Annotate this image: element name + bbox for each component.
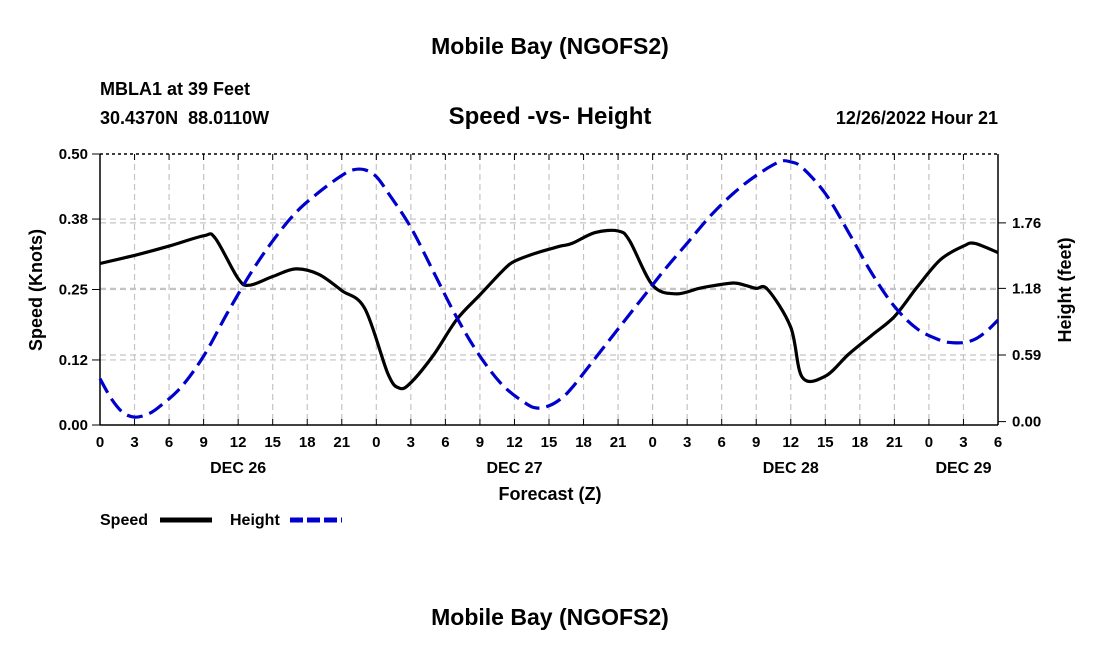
chart-grid xyxy=(100,154,998,425)
y-left-tick-label: 0.50 xyxy=(59,146,88,163)
station-label: MBLA1 at 39 Feet xyxy=(100,79,250,99)
y-left-tick-label: 0.38 xyxy=(59,211,88,228)
y-right-tick-label: 0.59 xyxy=(1012,347,1041,364)
timestamp-label: 12/26/2022 Hour 21 xyxy=(836,108,998,128)
x-tick-label: 6 xyxy=(718,434,726,451)
x-tick-label: 15 xyxy=(817,434,834,451)
x-tick-label: 12 xyxy=(506,434,523,451)
date-label: DEC 29 xyxy=(935,460,991,477)
x-tick-label: 0 xyxy=(96,434,104,451)
footer-title: Mobile Bay (NGOFS2) xyxy=(431,604,669,630)
x-tick-label: 18 xyxy=(575,434,592,451)
legend-label-speed: Speed xyxy=(100,512,148,529)
x-tick-label: 21 xyxy=(886,434,903,451)
y-axis-left-label: Speed (Knots) xyxy=(26,229,46,351)
y-left-tick-label: 0.25 xyxy=(59,282,88,299)
date-label: DEC 28 xyxy=(763,460,819,477)
x-tick-label: 3 xyxy=(683,434,691,451)
y-axis-right-label: Height (feet) xyxy=(1055,238,1075,343)
x-tick-label: 3 xyxy=(959,434,967,451)
x-tick-label: 0 xyxy=(925,434,933,451)
x-tick-label: 18 xyxy=(299,434,316,451)
series-line-speed xyxy=(99,228,999,391)
chart-series xyxy=(98,159,1000,419)
y-right-tick-label: 1.18 xyxy=(1012,280,1041,297)
y-left-tick-label: 0.00 xyxy=(59,417,88,434)
date-label: DEC 27 xyxy=(486,460,542,477)
x-tick-label: 0 xyxy=(648,434,656,451)
chart-axes: 0 3 6 9 12 15 18 21 0 3 6 9 12 15 18 21 0 3 6 9 12 15 18 21 0 3 6D… xyxy=(59,146,1041,477)
coords-label: 30.4370N 88.0110W xyxy=(100,108,269,128)
x-tick-label: 9 xyxy=(476,434,484,451)
y-left-tick-label: 0.12 xyxy=(59,352,88,369)
x-tick-label: 12 xyxy=(230,434,247,451)
x-tick-label: 15 xyxy=(541,434,558,451)
x-tick-label: 6 xyxy=(441,434,449,451)
x-tick-label: 12 xyxy=(782,434,799,451)
legend-label-height: Height xyxy=(230,512,280,529)
y-right-tick-label: 1.76 xyxy=(1012,215,1041,232)
x-tick-label: 6 xyxy=(165,434,173,451)
x-tick-label: 3 xyxy=(407,434,415,451)
x-tick-label: 15 xyxy=(264,434,281,451)
x-tick-label: 18 xyxy=(852,434,869,451)
x-tick-label: 9 xyxy=(199,434,207,451)
chart-title: Mobile Bay (NGOFS2) xyxy=(431,33,669,59)
date-label: DEC 26 xyxy=(210,460,266,477)
x-tick-label: 3 xyxy=(130,434,138,451)
x-tick-label: 21 xyxy=(610,434,627,451)
x-tick-label: 0 xyxy=(372,434,380,451)
y-right-tick-label: 0.00 xyxy=(1012,414,1041,431)
x-tick-label: 9 xyxy=(752,434,760,451)
x-axis-label: Forecast (Z) xyxy=(498,484,601,504)
chart-subtitle: Speed -vs- Height xyxy=(449,103,652,130)
series-line-height xyxy=(98,159,1000,419)
x-tick-label: 21 xyxy=(333,434,350,451)
chart-legend: Speed Height xyxy=(100,512,342,529)
x-tick-label: 6 xyxy=(994,434,1002,451)
